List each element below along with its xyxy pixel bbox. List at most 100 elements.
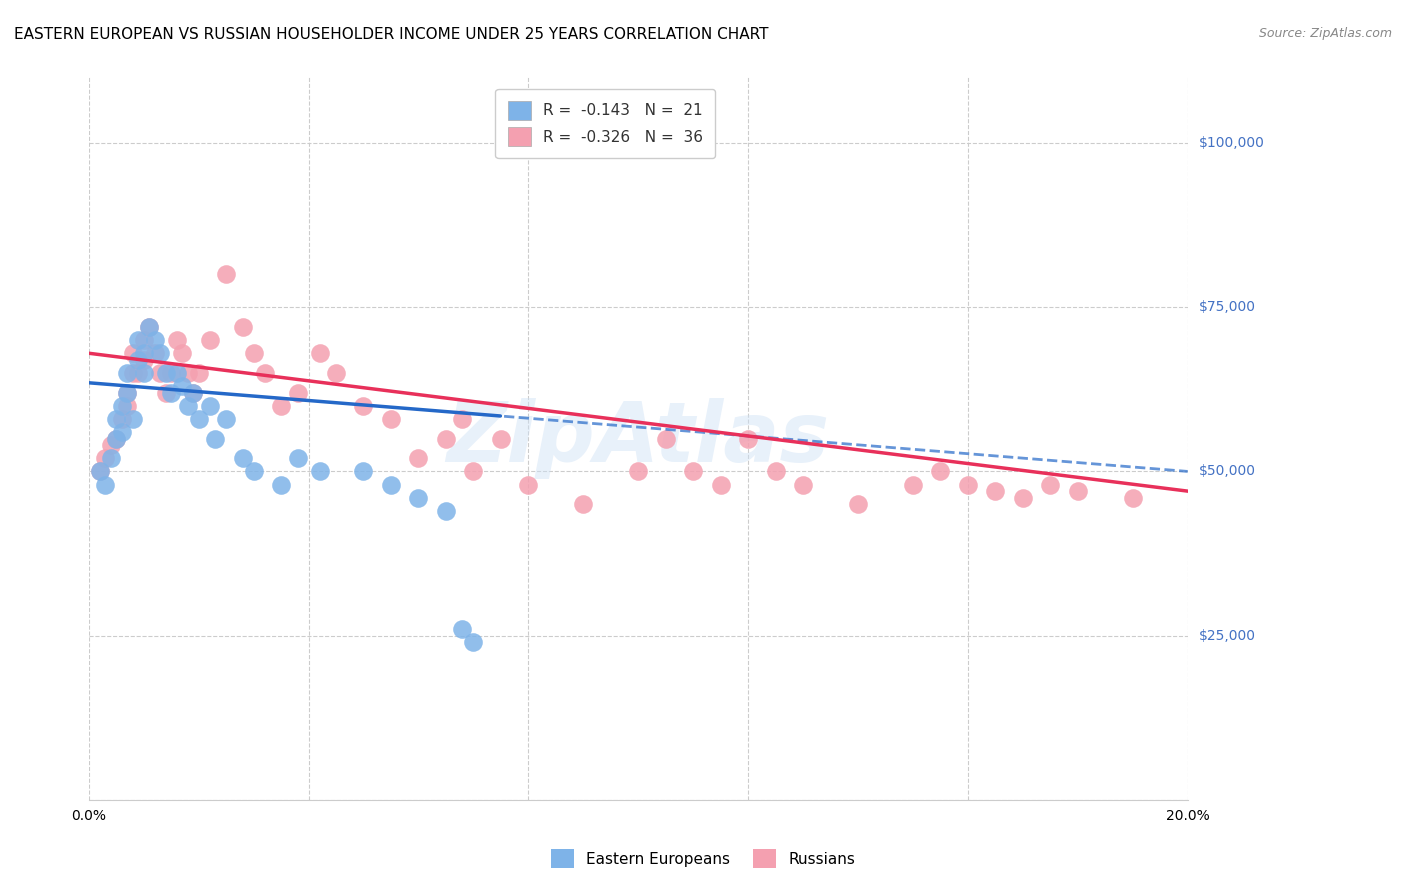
Point (115, 385, 138, 400)
Point (149, 346, 172, 360)
Point (166, 366, 188, 380)
Point (1122, 491, 1144, 505)
Point (149, 366, 172, 380)
Text: Source: ZipAtlas.com: Source: ZipAtlas.com (1258, 27, 1392, 40)
Point (270, 399, 292, 413)
Point (232, 320, 254, 334)
Point (181, 385, 204, 400)
Text: $75,000: $75,000 (1199, 301, 1256, 314)
Point (105, 432, 128, 446)
Point (111, 425, 134, 439)
Point (89, 465, 111, 479)
Legend: R =  -0.143   N =  21, R =  -0.326   N =  36: R = -0.143 N = 21, R = -0.326 N = 36 (495, 88, 716, 158)
Point (166, 333, 188, 347)
Point (172, 379, 194, 393)
Point (132, 333, 155, 347)
Point (253, 366, 276, 380)
Point (176, 399, 198, 413)
Point (176, 366, 198, 380)
Point (215, 268, 238, 282)
Point (187, 412, 209, 426)
Text: ZipAtlas: ZipAtlas (447, 398, 830, 479)
Point (138, 320, 160, 334)
Point (127, 352, 149, 367)
Point (1011, 491, 1033, 505)
Point (765, 465, 787, 479)
Point (132, 352, 155, 367)
Point (682, 465, 704, 479)
Point (115, 385, 138, 400)
Point (434, 504, 457, 518)
Point (172, 346, 194, 360)
Point (956, 477, 979, 491)
Point (1039, 477, 1062, 491)
Point (204, 432, 226, 446)
Point (627, 465, 650, 479)
Point (94, 477, 117, 491)
Point (270, 477, 292, 491)
Point (572, 497, 595, 511)
Point (408, 491, 430, 505)
Point (434, 432, 457, 446)
Point (380, 477, 402, 491)
Point (198, 333, 221, 347)
Point (155, 385, 177, 400)
Point (138, 320, 160, 334)
Point (737, 432, 759, 446)
Point (115, 366, 138, 380)
Text: $25,000: $25,000 (1199, 629, 1256, 642)
Point (287, 451, 309, 466)
Point (121, 412, 143, 426)
Point (111, 412, 134, 426)
Point (984, 484, 1007, 499)
Point (198, 399, 221, 413)
Point (451, 622, 474, 636)
Point (517, 477, 540, 491)
Point (94, 451, 117, 466)
Point (489, 432, 512, 446)
Legend: Eastern Europeans, Russians: Eastern Europeans, Russians (543, 841, 863, 875)
Point (408, 451, 430, 466)
Point (451, 412, 474, 426)
Point (127, 366, 149, 380)
Point (155, 366, 177, 380)
Point (160, 385, 183, 400)
Point (215, 412, 238, 426)
Point (121, 366, 143, 380)
Point (901, 477, 924, 491)
Point (1067, 484, 1090, 499)
Point (100, 451, 122, 466)
Point (846, 497, 869, 511)
Point (380, 412, 402, 426)
Point (242, 346, 264, 360)
Point (325, 366, 347, 380)
Point (353, 399, 375, 413)
Point (308, 346, 330, 360)
Point (105, 412, 128, 426)
Point (353, 465, 375, 479)
Text: $100,000: $100,000 (1199, 136, 1264, 150)
Point (463, 635, 485, 649)
Text: $50,000: $50,000 (1199, 465, 1256, 478)
Point (232, 451, 254, 466)
Point (654, 432, 676, 446)
Point (187, 366, 209, 380)
Point (710, 477, 733, 491)
Point (308, 465, 330, 479)
Point (463, 465, 485, 479)
Point (287, 385, 309, 400)
Point (242, 465, 264, 479)
Point (127, 333, 149, 347)
Point (792, 477, 814, 491)
Point (160, 366, 183, 380)
Point (111, 399, 134, 413)
Point (105, 432, 128, 446)
Text: EASTERN EUROPEAN VS RUSSIAN HOUSEHOLDER INCOME UNDER 25 YEARS CORRELATION CHART: EASTERN EUROPEAN VS RUSSIAN HOUSEHOLDER … (14, 27, 769, 42)
Point (929, 465, 952, 479)
Point (100, 438, 122, 452)
Point (181, 385, 204, 400)
Point (121, 346, 143, 360)
Point (132, 346, 155, 360)
Point (132, 366, 155, 380)
Point (143, 333, 166, 347)
